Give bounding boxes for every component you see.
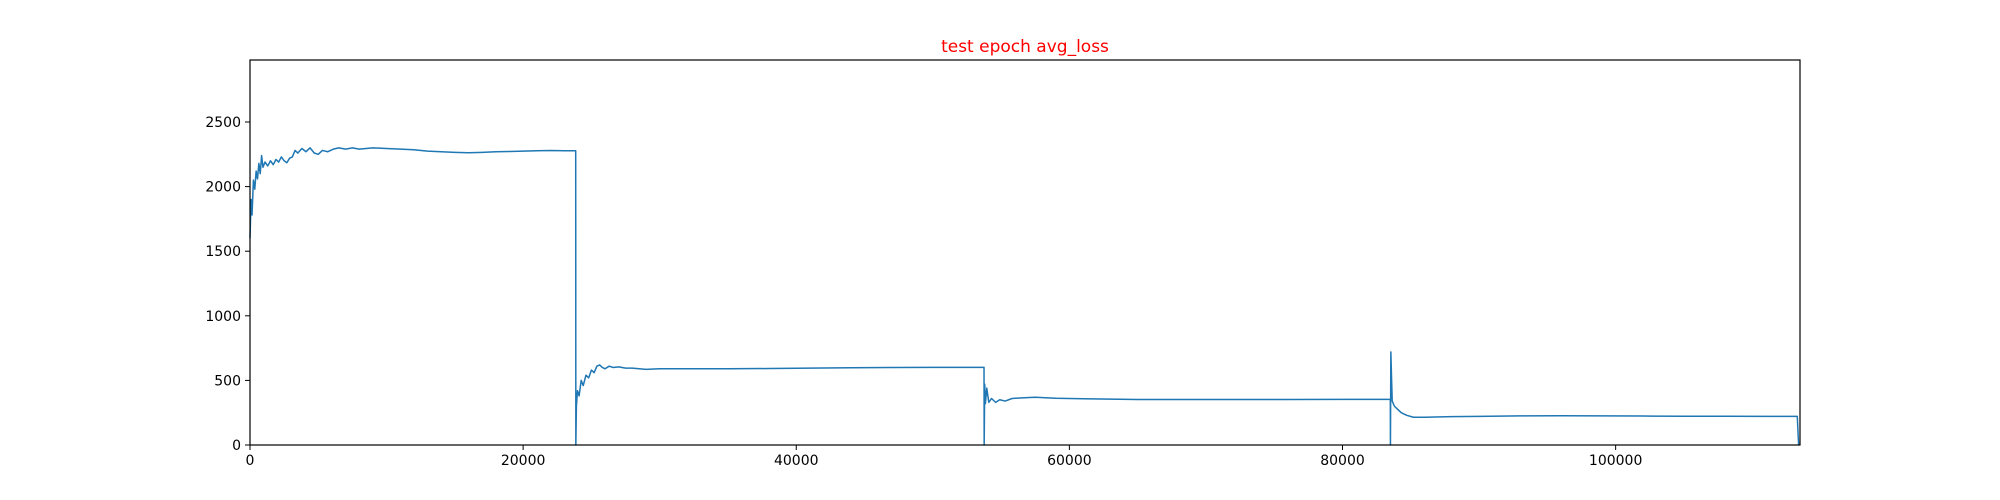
- x-tick-label: 100000: [1589, 453, 1642, 469]
- chart-title: test epoch avg_loss: [941, 37, 1109, 57]
- y-tick-label: 500: [214, 373, 241, 389]
- y-tick-label: 0: [232, 438, 241, 454]
- x-tick-label: 60000: [1047, 453, 1092, 469]
- axis-ticks: 0 20000 40000 60000 80000 100000 0 500 1000 1500 2…: [205, 115, 1642, 469]
- x-tick-label: 40000: [774, 453, 819, 469]
- y-tick-label: 2000: [205, 180, 241, 196]
- plot-area: [249, 147, 1800, 446]
- series-line-0: [249, 147, 1800, 446]
- x-tick-label: 80000: [1320, 453, 1365, 469]
- axes-frame: [249, 59, 1801, 446]
- y-tick-label: 1500: [205, 244, 241, 260]
- y-tick-label: 2500: [205, 115, 241, 131]
- y-tick-label: 1000: [205, 309, 241, 325]
- x-tick-label: 0: [246, 453, 255, 469]
- x-tick-label: 20000: [501, 453, 546, 469]
